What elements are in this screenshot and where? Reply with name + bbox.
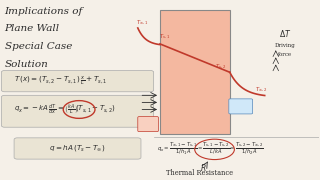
Text: Thermal Resistance: Thermal Resistance [166, 169, 233, 177]
Text: Plane Wall: Plane Wall [4, 24, 60, 33]
FancyBboxPatch shape [160, 10, 230, 134]
Text: $\Delta T$: $\Delta T$ [279, 28, 292, 39]
Text: $q_x = \dfrac{T_{\infty,1}-T_{s,1}}{1/h_1 A} = \dfrac{T_{s,1}-T_{s,2}}{L/kA} = \: $q_x = \dfrac{T_{\infty,1}-T_{s,1}}{1/h_… [157, 141, 264, 157]
Text: Implications of: Implications of [4, 7, 83, 16]
FancyBboxPatch shape [1, 95, 154, 127]
Text: $T_{s,1}$: $T_{s,1}$ [159, 33, 170, 41]
Text: Cold fluid
$T_{\infty,2},h_2$: Cold fluid $T_{\infty,2},h_2$ [231, 100, 251, 113]
Text: $T_{\infty,1}$: $T_{\infty,1}$ [136, 19, 149, 27]
Text: $R$: $R$ [201, 162, 207, 173]
FancyBboxPatch shape [1, 71, 154, 92]
Text: $q = hA\,(T_s - T_\infty)$: $q = hA\,(T_s - T_\infty)$ [49, 143, 106, 154]
Text: force: force [278, 52, 292, 57]
Text: $T\,(x) = (T_{s,2} - T_{s,1})\,\frac{x}{L} + T_{s,1}$: $T\,(x) = (T_{s,2} - T_{s,1})\,\frac{x}{… [14, 74, 108, 87]
Text: Special Case: Special Case [4, 42, 72, 51]
FancyBboxPatch shape [229, 99, 252, 114]
Text: $T_{s,2}$: $T_{s,2}$ [215, 63, 226, 71]
Text: Driving: Driving [275, 43, 296, 48]
Text: Hot fluid
$T_{\infty,1},h_1$: Hot fluid $T_{\infty,1},h_1$ [139, 118, 157, 130]
Text: Solution: Solution [4, 60, 48, 69]
FancyBboxPatch shape [14, 138, 141, 159]
Text: $T_{\infty,2}$: $T_{\infty,2}$ [255, 86, 268, 94]
Text: $q_x = -kA\,\frac{dT}{dx} = \left(\frac{kA}{L}\right)\!\!(T_{s,1} - T_{s,2})$: $q_x = -kA\,\frac{dT}{dx} = \left(\frac{… [14, 102, 116, 117]
FancyBboxPatch shape [138, 117, 158, 132]
